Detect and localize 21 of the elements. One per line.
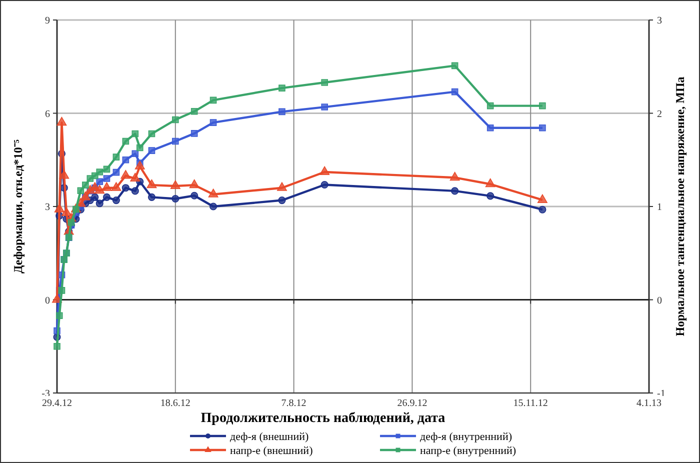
legend-label: деф-я (внешний): [230, 430, 309, 443]
y-tick-label: 0: [45, 295, 50, 306]
x-tick-label: 4.1.13: [636, 398, 662, 409]
y-tick-label: 9: [45, 16, 50, 26]
y2-tick-label: 0: [657, 295, 662, 306]
legend-label: напр-е (внешний): [230, 444, 314, 457]
legend-label: деф-я (внутренний): [420, 430, 512, 443]
y2-tick-label: 2: [657, 108, 662, 120]
y-axis-title: Деформации, отн.ед*10⁻⁵: [11, 139, 25, 274]
x-tick-label: 7.8.12: [281, 398, 306, 409]
x-tick-label: 26.9.12: [397, 398, 428, 409]
y2-axis-title: Нормальное тангенциальное напряжение, МПа: [673, 76, 687, 336]
y2-tick-label: 3: [657, 16, 662, 26]
x-tick-label: 18.6.12: [160, 398, 190, 409]
x-axis-title: Продолжительность наблюдений, дата: [200, 411, 446, 426]
y-tick-label: 6: [45, 108, 50, 120]
x-tick-label: 29.4.12: [42, 398, 72, 409]
y2-tick-label: 1: [657, 202, 662, 213]
y-tick-label: 3: [45, 202, 50, 213]
legend-label: напр-е (внутренний): [420, 444, 516, 457]
x-tick-label: 15.11.12: [513, 398, 548, 409]
